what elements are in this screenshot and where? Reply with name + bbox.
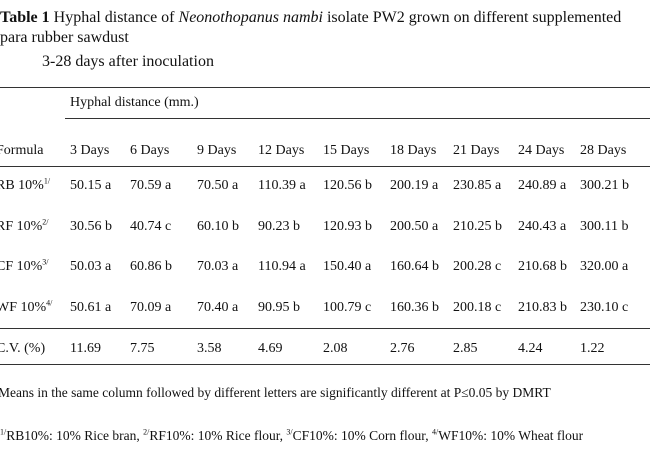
- caption-label: Table 1: [0, 9, 50, 26]
- table-cell: 70.09 a: [130, 300, 172, 315]
- row-label: RF 10%2/: [0, 217, 49, 234]
- table-cell: 50.15 a: [70, 178, 112, 193]
- group-header: Hyphal distance (mm.): [70, 95, 199, 110]
- day-header: 12 Days: [258, 143, 305, 158]
- table-cell: 210.68 b: [518, 259, 567, 274]
- table-caption: Table 1 Hyphal distance of Neonothopanus…: [0, 8, 650, 48]
- day-header: 18 Days: [390, 143, 437, 158]
- table-cell: 60.10 b: [197, 219, 239, 234]
- caption-line-2: 3-28 days after inoculation: [42, 53, 214, 70]
- abbr-3: 3/CF10%: 10% Corn flour,: [286, 427, 429, 443]
- row-label: CF 10%3/: [0, 257, 49, 274]
- table-cell: 70.50 a: [197, 178, 239, 193]
- table-bottom-rule: [0, 364, 650, 365]
- day-header: 21 Days: [453, 143, 500, 158]
- table-cell: 230.10 c: [580, 300, 629, 315]
- day-header: 24 Days: [518, 143, 565, 158]
- formula-header: Formula: [0, 143, 44, 158]
- table-cell: 100.79 c: [323, 300, 372, 315]
- cv-cell: 2.08: [323, 341, 348, 356]
- table-top-rule: [0, 87, 650, 88]
- group-header-rule: [65, 118, 650, 119]
- caption-text-pre: Hyphal distance of: [49, 9, 179, 26]
- table-cell: 70.03 a: [197, 259, 239, 274]
- row-label: WF 10%4/: [0, 298, 53, 315]
- cv-cell: 11.69: [70, 341, 101, 356]
- table-cell: 160.64 b: [390, 259, 439, 274]
- abbr-2: 2/RF10%: 10% Rice flour,: [143, 427, 284, 443]
- table-cell: 30.56 b: [70, 219, 112, 234]
- cv-rule: [0, 328, 650, 329]
- table-cell: 90.95 b: [258, 300, 300, 315]
- table-cell: 120.56 b: [323, 178, 372, 193]
- table-cell: 300.11 b: [580, 219, 629, 234]
- table-cell: 200.28 c: [453, 259, 502, 274]
- cv-cell: 7.75: [130, 341, 155, 356]
- table-cell: 210.25 b: [453, 219, 502, 234]
- table-cell: 200.19 a: [390, 178, 439, 193]
- table-cell: 240.89 a: [518, 178, 567, 193]
- cv-cell: 4.69: [258, 341, 283, 356]
- table-cell: 200.50 a: [390, 219, 439, 234]
- table-cell: 40.74 c: [130, 219, 172, 234]
- day-header: 9 Days: [197, 143, 237, 158]
- header-rule: [0, 166, 650, 167]
- table-cell: 90.23 b: [258, 219, 300, 234]
- table-cell: 210.83 b: [518, 300, 567, 315]
- table-cell: 320.00 a: [580, 259, 629, 274]
- day-header: 15 Days: [323, 143, 370, 158]
- table-cell: 230.85 a: [453, 178, 502, 193]
- abbr-4: 4/WF10%: 10% Wheat flour: [431, 427, 584, 443]
- caption-text-post: isolate PW2 grown on different supplemen…: [0, 9, 622, 46]
- table-cell: 110.39 a: [258, 178, 306, 193]
- table-cell: 50.03 a: [70, 259, 112, 274]
- day-header: 28 Days: [580, 143, 627, 158]
- cv-label: C.V. (%): [0, 341, 46, 356]
- cv-cell: 1.22: [580, 341, 605, 356]
- abbreviation-note: 1/RB10%: 10% Rice bran, 2/RF10%: 10% Ric…: [0, 428, 583, 444]
- table-cell: 60.86 b: [130, 259, 172, 274]
- cv-cell: 2.85: [453, 341, 478, 356]
- significance-note: Means in the same column followed by dif…: [0, 385, 551, 400]
- table-cell: 120.93 b: [323, 219, 372, 234]
- cv-cell: 2.76: [390, 341, 415, 356]
- abbr-1: 1/RB10%: 10% Rice bran,: [0, 427, 140, 443]
- cv-cell: 4.24: [518, 341, 543, 356]
- row-label: RB 10%1/: [0, 176, 51, 193]
- day-header: 6 Days: [130, 143, 170, 158]
- table-cell: 70.59 a: [130, 178, 172, 193]
- day-header: 3 Days: [70, 143, 110, 158]
- table-cell: 50.61 a: [70, 300, 112, 315]
- table-cell: 300.21 b: [580, 178, 629, 193]
- table-cell: 70.40 a: [197, 300, 239, 315]
- table-cell: 240.43 a: [518, 219, 567, 234]
- table-cell: 200.18 c: [453, 300, 502, 315]
- cv-cell: 3.58: [197, 341, 222, 356]
- caption-species: Neonothopanus nambi: [178, 9, 323, 26]
- table-cell: 110.94 a: [258, 259, 306, 274]
- table-cell: 150.40 a: [323, 259, 372, 274]
- table-cell: 160.36 b: [390, 300, 439, 315]
